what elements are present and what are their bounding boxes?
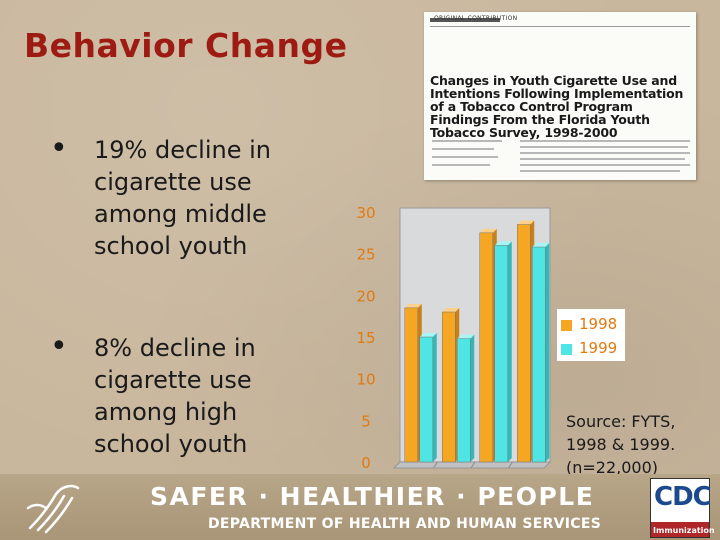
bullet-text: 19% decline in cigarette use among middl… [94, 136, 271, 260]
article-title: Changes in Youth Cigarette Use and Inten… [430, 73, 684, 140]
bullet-text: 8% decline in cigarette use among high s… [94, 334, 256, 458]
bar [457, 338, 471, 463]
bar-side [470, 334, 475, 462]
cdc-logo-text: CDC [654, 482, 712, 512]
footer-band [0, 474, 720, 540]
bar-top [442, 308, 460, 312]
cdc-logo: CDC Immunization [650, 478, 715, 538]
legend-label: 1999 [579, 339, 618, 357]
bar-top [404, 303, 422, 308]
x-tick-mark [433, 461, 438, 469]
text-line [432, 164, 490, 166]
bullet-dot-icon: • [50, 131, 68, 166]
text-line [520, 164, 690, 166]
bar-top [457, 334, 475, 339]
y-tick-label: 10 [356, 371, 375, 389]
bar-side [507, 241, 512, 462]
legend-swatch-1998 [561, 320, 572, 331]
chart-legend: 1998 1999 [557, 309, 625, 361]
bar [419, 336, 433, 463]
logo-bar [651, 522, 709, 537]
text-line [520, 140, 690, 142]
bullet-dot-icon: • [50, 329, 68, 364]
logo-subtitle: Immunization [653, 526, 715, 535]
bar-chart-svg: 0 5 10 15 20 25 30 [356, 204, 551, 472]
text-line [432, 140, 502, 142]
y-tick-label: 25 [356, 246, 375, 264]
hhs-eagle-icon [26, 484, 80, 534]
source-note: Source: FYTS, 1998 & 1999. (n=22,000) [566, 412, 676, 477]
x-tick-mark [508, 461, 513, 469]
bar-top [494, 241, 512, 246]
header-rule [430, 18, 500, 22]
bar [517, 224, 531, 463]
y-tick-label: 15 [356, 329, 375, 347]
y-tick-label: 5 [361, 412, 371, 430]
bar-side [432, 333, 437, 462]
bar [442, 311, 456, 463]
text-line [520, 170, 680, 172]
article-header: ORIGINAL CONTRIBUTION [434, 15, 518, 22]
bar-top [479, 228, 497, 233]
bar [479, 232, 493, 463]
x-tick-mark [470, 461, 476, 469]
legend-label: 1998 [579, 315, 618, 333]
text-line [432, 156, 498, 158]
y-tick-label: 20 [356, 287, 375, 305]
bar-side [545, 243, 550, 462]
legend-swatch-1999 [561, 344, 572, 355]
divider [430, 26, 690, 27]
bar [404, 307, 418, 463]
bar [494, 245, 508, 463]
y-tick-label: 30 [356, 204, 375, 222]
bar-top [517, 220, 535, 225]
department-name: DEPARTMENT OF HEALTH AND HUMAN SERVICES [208, 516, 602, 532]
bar-chart: 0 5 10 15 20 25 30 [330, 190, 570, 480]
text-line [520, 158, 685, 160]
text-line [432, 148, 494, 150]
text-line [520, 152, 690, 154]
slide-title: Behavior Change [24, 26, 348, 65]
bar-top [419, 333, 437, 337]
text-line [520, 146, 688, 148]
y-tick-label: 0 [361, 454, 371, 472]
article-thumbnail: ORIGINAL CONTRIBUTION Changes in Youth C… [424, 12, 696, 180]
footer-slogan: SAFER · HEALTHIER · PEOPLE [150, 482, 595, 511]
bar [532, 246, 546, 463]
bar-top [532, 243, 550, 247]
